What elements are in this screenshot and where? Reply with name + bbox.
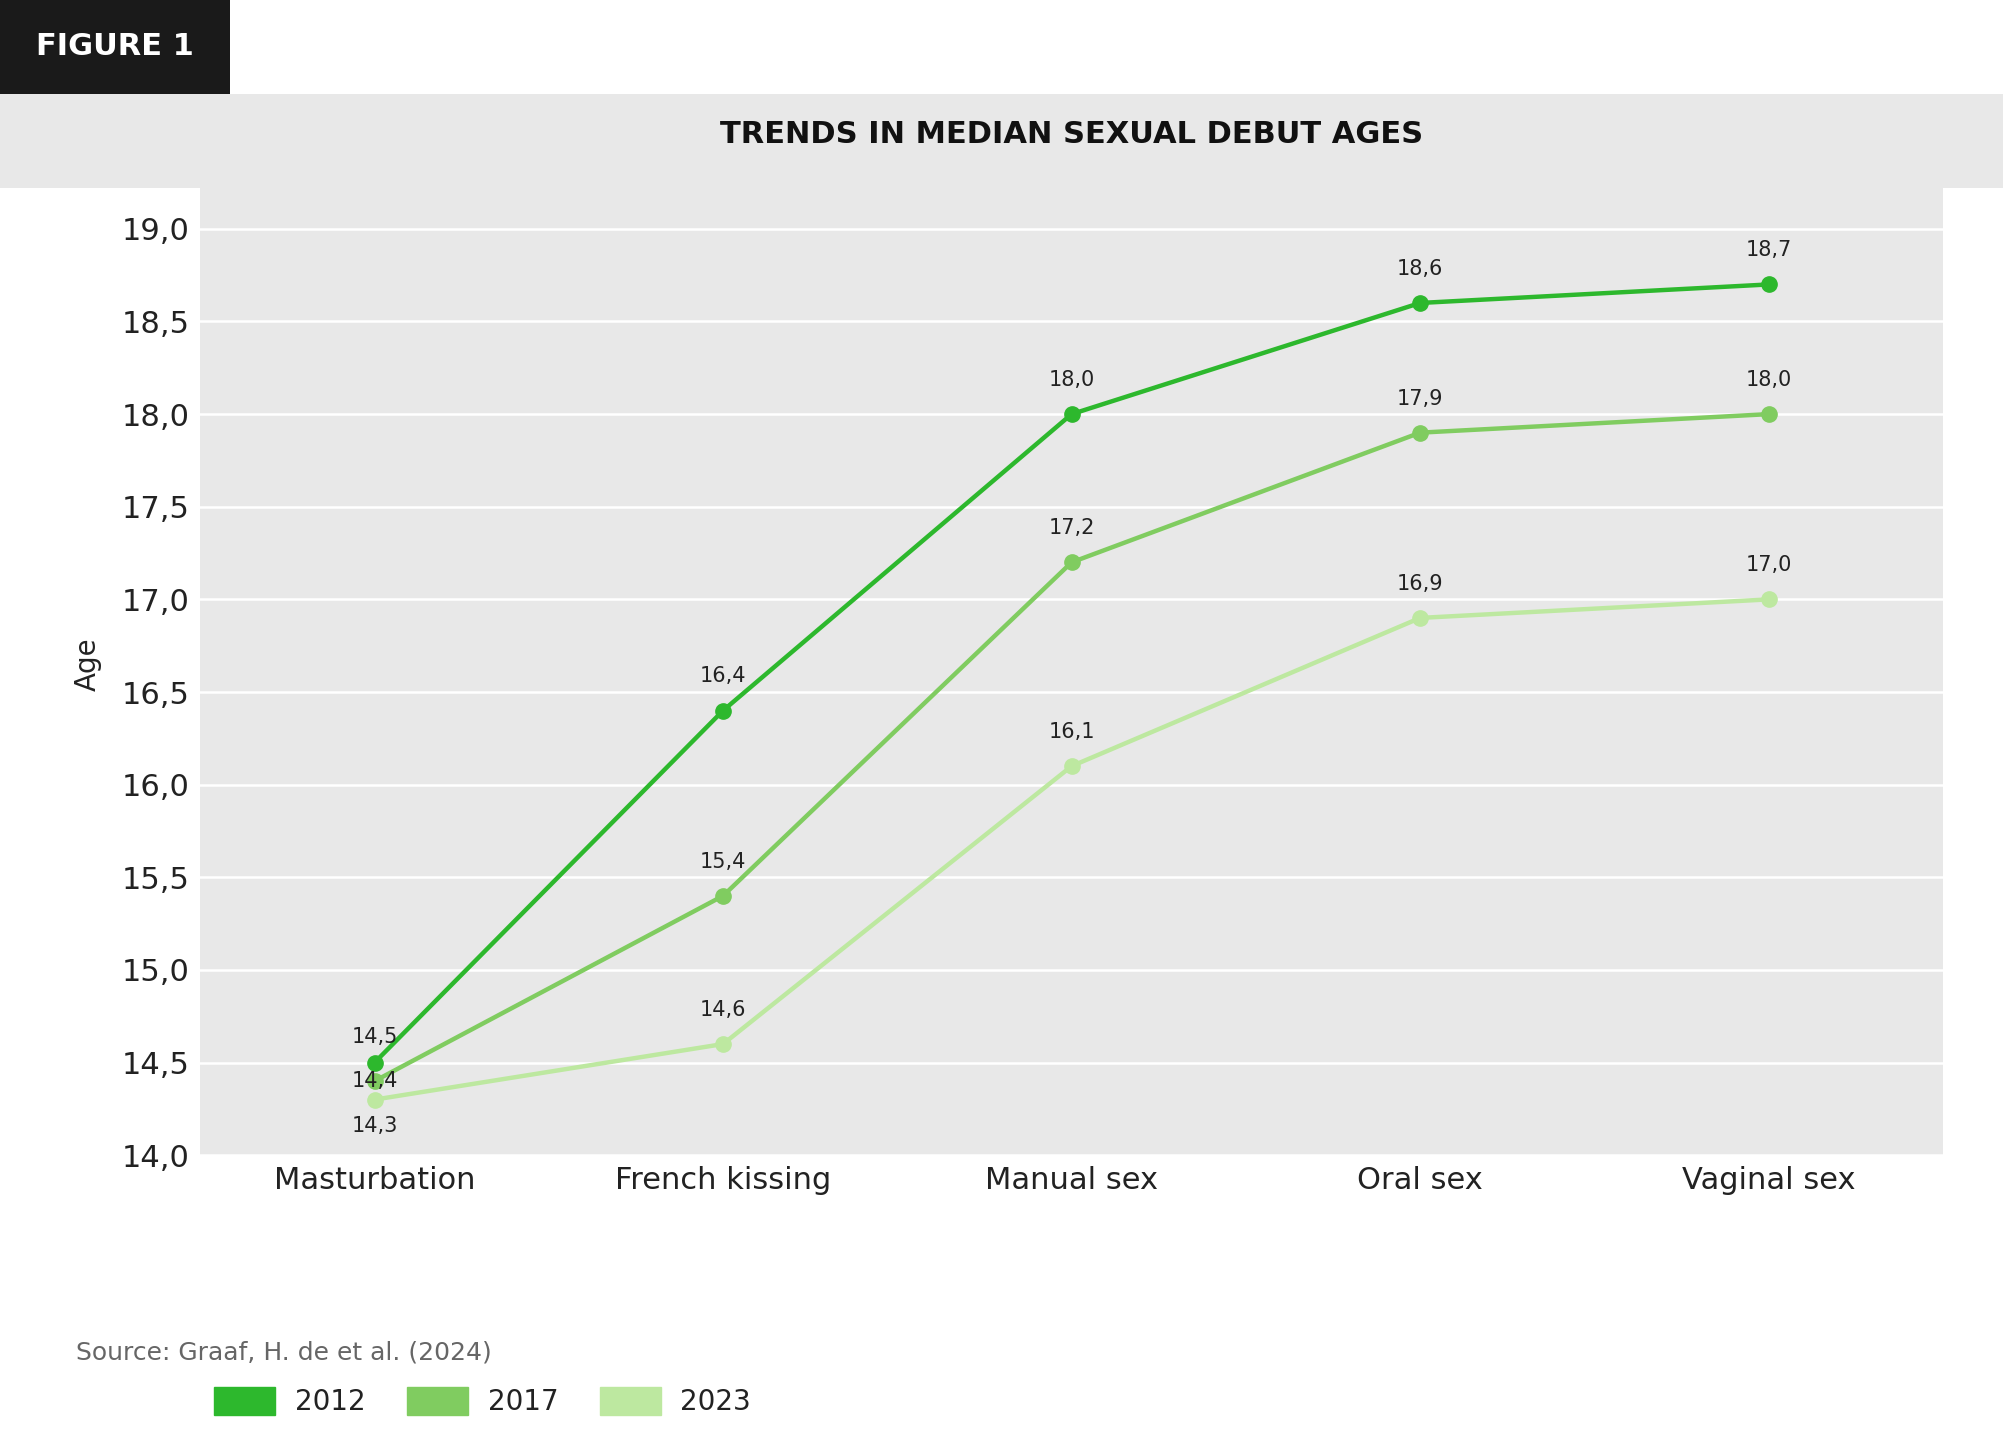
Text: 14,5: 14,5 <box>351 1027 399 1047</box>
Title: TRENDS IN MEDIAN SEXUAL DEBUT AGES: TRENDS IN MEDIAN SEXUAL DEBUT AGES <box>719 120 1424 149</box>
Text: 18,0: 18,0 <box>1745 370 1793 390</box>
Text: 17,9: 17,9 <box>1396 388 1444 409</box>
Text: 16,9: 16,9 <box>1396 573 1444 593</box>
Text: 18,0: 18,0 <box>1048 370 1096 390</box>
Text: 18,7: 18,7 <box>1745 240 1793 260</box>
Text: 18,6: 18,6 <box>1396 258 1444 279</box>
Y-axis label: Age: Age <box>74 637 102 692</box>
Text: Source: Graaf, H. de et al. (2024): Source: Graaf, H. de et al. (2024) <box>76 1340 493 1365</box>
Legend: 2012, 2017, 2023: 2012, 2017, 2023 <box>214 1386 751 1417</box>
Text: 14,4: 14,4 <box>351 1071 399 1092</box>
Text: 16,1: 16,1 <box>1048 722 1096 742</box>
Text: 16,4: 16,4 <box>699 667 747 686</box>
Text: 17,0: 17,0 <box>1745 556 1793 575</box>
Text: 14,3: 14,3 <box>351 1116 399 1135</box>
Text: FIGURE 1: FIGURE 1 <box>36 32 194 62</box>
Text: 17,2: 17,2 <box>1048 518 1096 539</box>
Text: 14,6: 14,6 <box>699 999 747 1019</box>
Text: 15,4: 15,4 <box>699 852 747 872</box>
